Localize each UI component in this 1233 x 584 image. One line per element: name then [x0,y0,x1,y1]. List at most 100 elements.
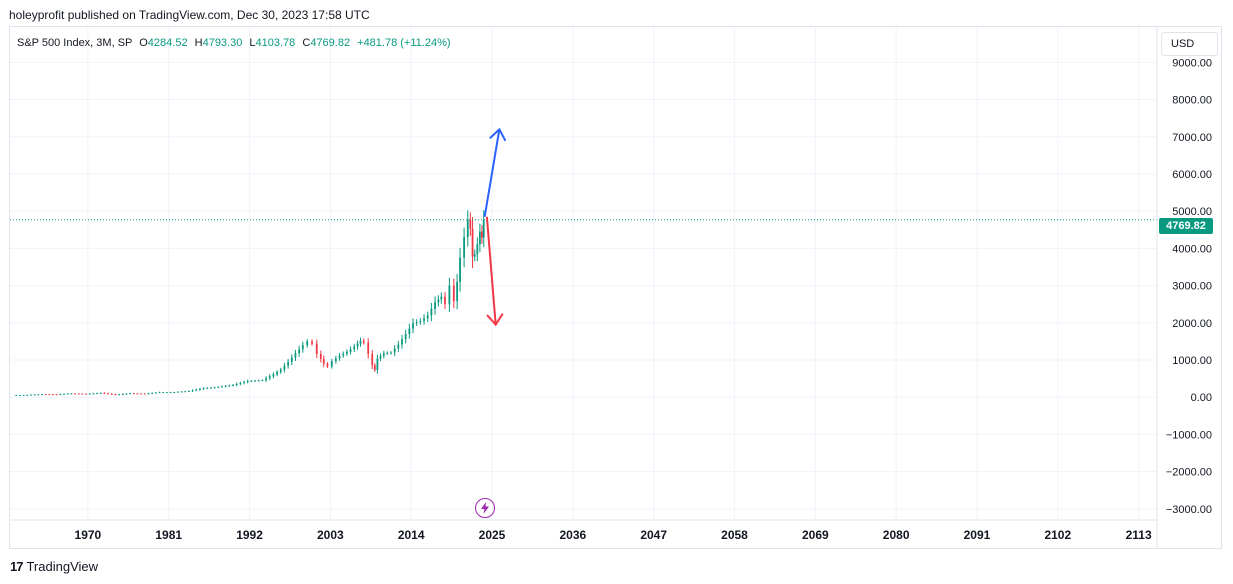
candle-body [397,344,400,349]
y-tick-label: 7000.00 [1172,132,1212,144]
candle-body [466,219,469,238]
candle-body [322,358,325,364]
candle-body [376,358,379,370]
candle-body [444,296,446,305]
candle-body [52,394,54,396]
candle-body [469,219,472,229]
candle-body [129,393,132,395]
lightning-bolt-glyph [481,502,489,514]
candle-body [162,392,165,394]
candle-body [415,322,418,324]
y-tick-label: 8000.00 [1172,95,1212,107]
candle-body [434,302,436,309]
legend-low-label: L [249,37,256,49]
candle-body [287,361,290,366]
forecast-arrow-down-shaft [485,216,497,325]
candle-body [195,389,198,391]
candle-body [48,394,51,396]
candle-body [430,308,433,316]
candle-body [210,387,212,389]
candle-body [37,394,40,396]
candle-body [228,385,231,387]
x-tick-label: 2058 [721,528,748,542]
candle-body [448,285,451,305]
candle-body [362,340,365,343]
candle-body [173,392,176,394]
x-tick-label: 2014 [398,528,425,542]
candle-body [107,393,109,395]
x-tick-label: 2069 [802,528,829,542]
candle-body [294,353,297,358]
x-tick-label: 2102 [1044,528,1071,542]
candle-body [408,328,411,334]
y-tick-label: −1000.00 [1166,429,1212,441]
candle-body [202,388,205,390]
candle-body [250,380,253,382]
candle-body [125,393,128,395]
x-tick-label: 1981 [155,528,182,542]
y-tick-label: −2000.00 [1166,467,1212,479]
candle-body [261,380,264,382]
y-tick-label: 9000.00 [1172,57,1212,69]
candle-body [276,372,278,375]
candle-body [96,393,98,395]
x-tick-label: 2080 [883,528,910,542]
candle-body [235,383,238,385]
candle-body [481,231,483,238]
candle-body [471,228,474,257]
candle-body [169,392,172,394]
candle-body [268,376,271,379]
symbol-legend: S&P 500 Index, 3M, SP O4284.52 H4793.30 … [17,37,451,49]
candle-body [311,341,313,344]
x-tick-label: 1992 [236,528,263,542]
currency-button[interactable]: USD [1161,32,1218,56]
candle-body [359,340,362,344]
candle-body [136,393,139,395]
candle-body [140,393,143,395]
lightning-bolt-icon[interactable] [475,498,495,518]
candle-body [217,386,220,388]
candle-body [334,358,337,362]
candle-body [330,361,333,367]
candle-body [85,393,87,395]
candle-body [99,392,102,394]
candle-body [151,392,154,394]
candle-body [390,352,392,354]
candle-body [463,237,465,258]
candle-body [165,392,168,394]
publish-info: holeyprofit published on TradingView.com… [9,8,370,22]
candle-body [426,315,429,319]
candle-body [15,395,18,397]
legend-symbol: S&P 500 Index, 3M, SP [17,37,133,49]
candle-body [412,323,414,329]
candle-body [88,393,91,395]
tradingview-logo-icon: 17 [10,559,24,574]
candle-body [473,254,476,257]
candle-body [353,346,356,350]
x-tick-label: 2003 [317,528,344,542]
y-tick-label: −3000.00 [1166,504,1212,516]
y-tick-label: 1000.00 [1172,355,1212,367]
candle-body [283,365,286,370]
candle-body [386,352,389,354]
candle-body [180,391,183,393]
x-tick-label: 1970 [75,528,102,542]
candle-body [345,351,348,354]
candle-body [191,390,194,392]
candle-body [55,394,58,396]
footer-brand[interactable]: 17 TradingView [10,559,98,574]
candle-body [342,353,345,356]
legend-open-label: O [139,37,148,49]
candle-body [456,281,459,302]
candle-body [298,349,301,354]
chart-frame [9,26,1222,549]
candle-body [184,391,187,393]
candle-body [306,341,309,346]
candle-body [279,369,282,373]
y-tick-label: 2000.00 [1172,318,1212,330]
candle-body [401,339,403,345]
y-tick-label: 0.00 [1191,392,1212,404]
candle-body [19,394,21,396]
candle-body [30,394,32,396]
